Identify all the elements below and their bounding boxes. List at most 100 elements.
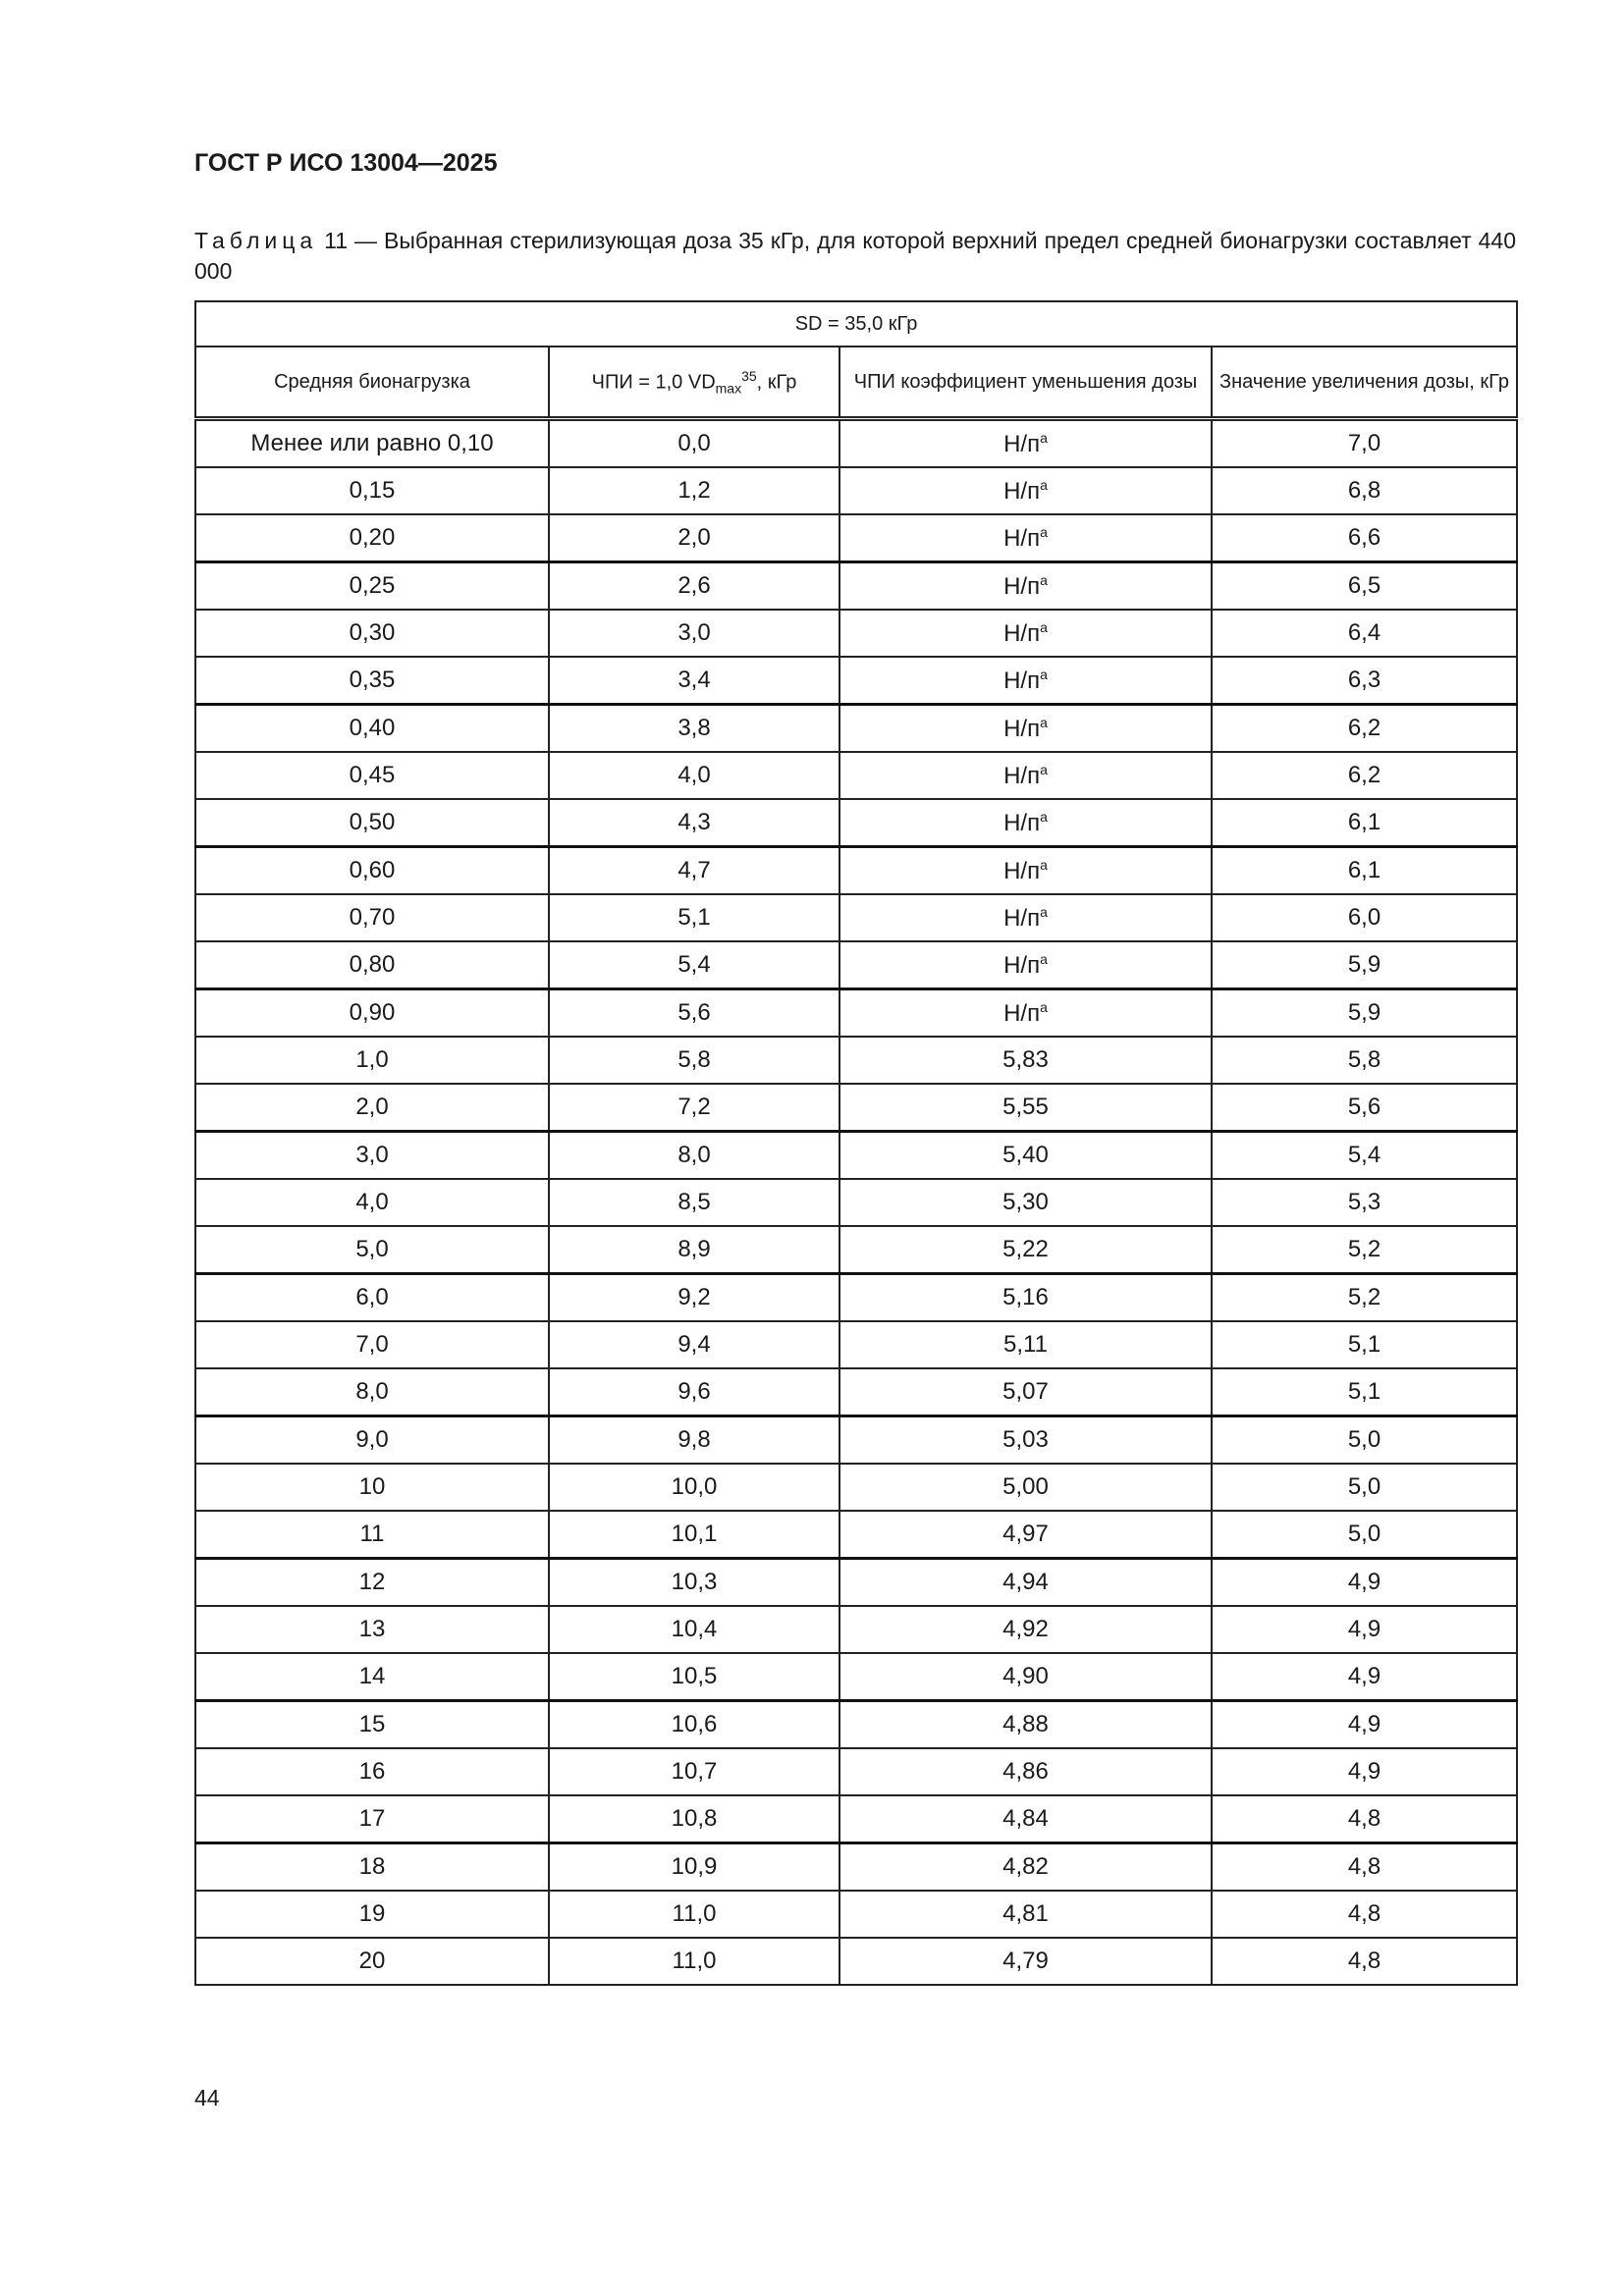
table-row: 0,25 2,6 Н/пa 6,5 xyxy=(194,561,1519,611)
table-cell: 0,20 xyxy=(194,513,550,563)
table-cell: 6,5 xyxy=(1210,561,1519,611)
table-cell: 5,3 xyxy=(1210,1178,1519,1227)
table-cell: 6,4 xyxy=(1210,609,1519,658)
table-row: 0,80 5,4 Н/пa 5,9 xyxy=(194,940,1519,990)
table-cell: 5,4 xyxy=(1210,1130,1519,1180)
table-row: 2,0 7,2 5,55 5,6 xyxy=(194,1083,1519,1133)
table-caption: Таблица 11 — Выбранная стерилизующая доз… xyxy=(194,226,1516,287)
table-cell: 4,7 xyxy=(548,845,840,895)
table-cell: 7,0 xyxy=(1210,417,1519,468)
table-cell: 5,2 xyxy=(1210,1272,1519,1322)
table-cell: 9,2 xyxy=(548,1272,840,1322)
table-cell: 17 xyxy=(194,1794,550,1844)
table-row: 16 10,7 4,86 4,9 xyxy=(194,1747,1519,1796)
footnote-mark: a xyxy=(1040,429,1048,446)
table-cell: Н/пa xyxy=(839,609,1213,658)
table-cell: Н/пa xyxy=(839,513,1213,563)
table-cell: 8,0 xyxy=(194,1367,550,1417)
table-cell: 4,8 xyxy=(1210,1842,1519,1892)
table-cell: Н/пa xyxy=(839,751,1213,800)
table-cell: 6,2 xyxy=(1210,703,1519,753)
document-id: ГОСТ Р ИСО 13004—2025 xyxy=(194,149,498,177)
table-cell: 0,30 xyxy=(194,609,550,658)
table-cell: 16 xyxy=(194,1747,550,1796)
table-cell: 2,6 xyxy=(548,561,840,611)
table-row: 13 10,4 4,92 4,9 xyxy=(194,1605,1519,1654)
table-cell: Н/пa xyxy=(839,703,1213,753)
table-cell: 4,82 xyxy=(839,1842,1213,1892)
table-row: 9,0 9,8 5,03 5,0 xyxy=(194,1415,1519,1465)
footnote-mark: a xyxy=(1040,666,1048,682)
table-cell: Н/пa xyxy=(839,893,1213,942)
table-cell: Н/пa xyxy=(839,845,1213,895)
table-cell: 8,5 xyxy=(548,1178,840,1227)
table-cell: 4,8 xyxy=(1210,1937,1519,1986)
table-cell: 7,0 xyxy=(194,1320,550,1369)
table-cell: 0,45 xyxy=(194,751,550,800)
table-cell: 4,8 xyxy=(1210,1794,1519,1844)
table-cell: Н/пa xyxy=(839,466,1213,515)
table-row: 3,0 8,0 5,40 5,4 xyxy=(194,1130,1519,1180)
table-cell: 5,0 xyxy=(194,1225,550,1275)
table-cell: 8,9 xyxy=(548,1225,840,1275)
table-cell: 5,1 xyxy=(1210,1367,1519,1417)
table-cell: 6,3 xyxy=(1210,656,1519,706)
table-cell: 5,9 xyxy=(1210,940,1519,990)
table-cell: 4,0 xyxy=(548,751,840,800)
table-cell: 10,0 xyxy=(548,1463,840,1512)
table-cell: 0,70 xyxy=(194,893,550,942)
table-cell: 6,8 xyxy=(1210,466,1519,515)
table-row: 0,50 4,3 Н/пa 6,1 xyxy=(194,798,1519,848)
table-cell: 2,0 xyxy=(548,513,840,563)
table-cell: 10,7 xyxy=(548,1747,840,1796)
table-cell: 6,1 xyxy=(1210,798,1519,848)
table-cell: 5,6 xyxy=(1210,1083,1519,1133)
table-cell: 6,0 xyxy=(194,1272,550,1322)
table-cell: Н/пa xyxy=(839,417,1213,468)
table-cell: 20 xyxy=(194,1937,550,1986)
footnote-mark: a xyxy=(1040,618,1048,635)
footnote-mark: a xyxy=(1040,998,1048,1015)
table-cell: 5,4 xyxy=(548,940,840,990)
footnote-mark: a xyxy=(1040,571,1048,588)
table-cell: 10,4 xyxy=(548,1605,840,1654)
col-header-bioburden: Средняя бионагрузка xyxy=(194,346,550,421)
table-cell: 4,84 xyxy=(839,1794,1213,1844)
table-cell: 5,55 xyxy=(839,1083,1213,1133)
table-cell: 10,5 xyxy=(548,1652,840,1702)
footnote-mark: a xyxy=(1040,856,1048,873)
table-cell: 11 xyxy=(194,1510,550,1560)
table-cell: 18 xyxy=(194,1842,550,1892)
table-cell: 8,0 xyxy=(548,1130,840,1180)
col-header-dose-increment: Значение увеличения дозы, кГр xyxy=(1210,346,1519,421)
table-cell: 10,6 xyxy=(548,1699,840,1749)
table-cell: 5,22 xyxy=(839,1225,1213,1275)
table-cell: 5,8 xyxy=(548,1036,840,1085)
table-cell: 13 xyxy=(194,1605,550,1654)
table-cell: 10,1 xyxy=(548,1510,840,1560)
span-header: SD = 35,0 кГр xyxy=(193,300,1519,347)
table-row: 11 10,1 4,97 5,0 xyxy=(194,1510,1519,1560)
table-cell: 5,40 xyxy=(839,1130,1213,1180)
table-row: 5,0 8,9 5,22 5,2 xyxy=(194,1225,1519,1275)
table-cell: 7,2 xyxy=(548,1083,840,1133)
table-cell: 4,9 xyxy=(1210,1699,1519,1749)
table-row: 8,0 9,6 5,07 5,1 xyxy=(194,1367,1519,1417)
table-cell: 10 xyxy=(194,1463,550,1512)
table-row: 19 11,0 4,81 4,8 xyxy=(194,1890,1519,1939)
table-row: 0,20 2,0 Н/пa 6,6 xyxy=(194,513,1519,563)
footnote-mark: a xyxy=(1040,761,1048,777)
table-cell: 0,60 xyxy=(194,845,550,895)
table-cell: Н/пa xyxy=(839,988,1213,1038)
table-cell: 3,4 xyxy=(548,656,840,706)
table-cell: 10,9 xyxy=(548,1842,840,1892)
footnote-mark: a xyxy=(1040,523,1048,540)
table-cell: 2,0 xyxy=(194,1083,550,1133)
table-row: 15 10,6 4,88 4,9 xyxy=(194,1699,1519,1749)
table-row: 0,70 5,1 Н/пa 6,0 xyxy=(194,893,1519,942)
table-cell: 4,86 xyxy=(839,1747,1213,1796)
table-cell: Менее или равно 0,10 xyxy=(194,417,550,468)
table-row: 0,90 5,6 Н/пa 5,9 xyxy=(194,988,1519,1038)
caption-text: 11 — Выбранная стерилизующая доза 35 кГр… xyxy=(194,228,1516,284)
page-number: 44 xyxy=(194,2085,220,2110)
